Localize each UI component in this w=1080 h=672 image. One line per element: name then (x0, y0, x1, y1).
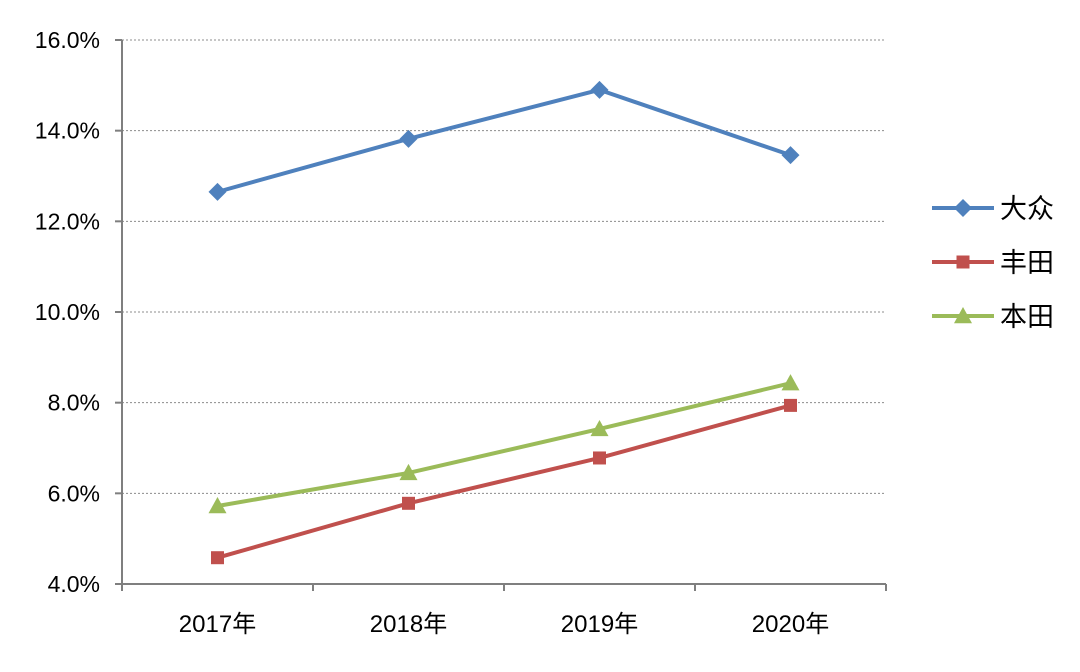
y-tick-label: 14.0% (35, 118, 100, 144)
series-line (217, 381, 791, 508)
series-2 (211, 398, 797, 565)
x-tick-label: 2017年 (179, 611, 256, 638)
data-point (781, 374, 800, 391)
x-tick-label: 2019年 (561, 611, 638, 638)
data-point (781, 146, 800, 165)
legend-marker (956, 255, 970, 269)
gridlines (122, 39, 886, 494)
legend-label: 本田 (1000, 302, 1054, 332)
data-point (399, 129, 418, 148)
y-axis-ticks: 4.0% 6.0% 8.0% 10.0% 12.0% 14.0% 16.0% (35, 27, 122, 597)
y-tick-label: 4.0% (48, 571, 100, 597)
legend-marker (954, 199, 972, 217)
y-tick-label: 10.0% (35, 299, 100, 325)
legend-label: 丰田 (1000, 248, 1054, 278)
data-point (208, 497, 227, 514)
series-1 (208, 80, 800, 201)
legend-item: 丰田 (932, 248, 1054, 278)
data-point (208, 182, 227, 201)
legend-item: 本田 (932, 302, 1054, 332)
y-tick-label: 8.0% (48, 390, 100, 416)
series-lines (208, 80, 800, 565)
series-3 (208, 374, 800, 514)
legend-label: 大众 (1000, 194, 1054, 224)
series-line (216, 403, 792, 560)
y-tick-label: 16.0% (35, 27, 100, 53)
x-tick-label: 2018年 (370, 611, 447, 638)
x-axis-ticks: 2017年 2018年 2019年 2020年 (121, 584, 887, 638)
legend-item: 大众 (932, 194, 1054, 224)
y-tick-label: 12.0% (35, 208, 100, 234)
x-tick-label: 2020年 (752, 611, 829, 638)
data-point (590, 419, 609, 437)
legend-marker (954, 307, 972, 324)
data-point (211, 551, 224, 565)
data-point (399, 463, 418, 481)
series-line (216, 87, 792, 194)
data-point (402, 496, 415, 510)
data-point (590, 80, 609, 99)
y-tick-label: 6.0% (48, 480, 100, 506)
data-point (593, 451, 606, 465)
data-point (784, 398, 797, 412)
